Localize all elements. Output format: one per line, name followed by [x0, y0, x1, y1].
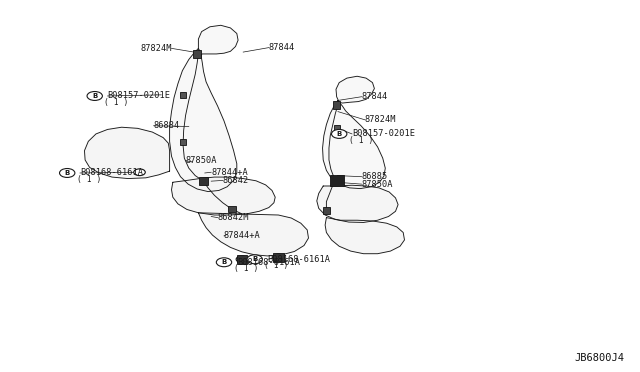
Polygon shape — [170, 48, 237, 192]
Text: JB6800J4: JB6800J4 — [574, 353, 624, 363]
Polygon shape — [172, 177, 275, 215]
Circle shape — [216, 258, 232, 267]
Text: ( 1 ): ( 1 ) — [234, 264, 258, 273]
Text: 86842: 86842 — [223, 176, 249, 185]
Text: B08168-6161A: B08168-6161A — [80, 169, 143, 177]
Text: B08168-6161A: B08168-6161A — [268, 255, 330, 264]
Text: ( 1 ): ( 1 ) — [77, 175, 101, 184]
Polygon shape — [198, 213, 308, 256]
Circle shape — [60, 169, 75, 177]
Text: ( 1 ): ( 1 ) — [349, 136, 373, 145]
Circle shape — [273, 254, 284, 261]
Polygon shape — [336, 76, 374, 103]
Text: 87844: 87844 — [269, 43, 295, 52]
Bar — [193, 50, 201, 58]
Text: B: B — [92, 93, 97, 99]
Text: 87850A: 87850A — [186, 156, 217, 165]
Circle shape — [332, 129, 347, 138]
Polygon shape — [325, 218, 404, 254]
Text: 86884: 86884 — [154, 121, 180, 130]
Text: B: B — [221, 259, 227, 265]
Text: B08157-0201E: B08157-0201E — [352, 129, 415, 138]
Bar — [199, 177, 208, 185]
Circle shape — [87, 92, 102, 100]
Text: 87844+A: 87844+A — [211, 168, 248, 177]
Polygon shape — [317, 185, 398, 222]
Polygon shape — [323, 100, 385, 189]
Text: ( 1 ): ( 1 ) — [104, 98, 129, 107]
Bar — [323, 207, 330, 214]
Text: 87850A: 87850A — [362, 180, 393, 189]
Text: B: B — [337, 131, 342, 137]
Text: 86885: 86885 — [362, 172, 388, 181]
Bar — [237, 254, 247, 264]
Bar — [273, 253, 284, 262]
Text: 87824M: 87824M — [365, 115, 396, 124]
Circle shape — [236, 256, 248, 263]
Bar — [330, 175, 344, 186]
Text: B08157-0201E: B08157-0201E — [108, 92, 170, 100]
Polygon shape — [84, 127, 170, 179]
Bar — [334, 125, 340, 131]
Text: ( 1 ): ( 1 ) — [264, 262, 289, 270]
Text: 87844: 87844 — [362, 92, 388, 101]
Bar — [180, 92, 186, 98]
Text: 87824M: 87824M — [140, 44, 172, 53]
Text: B: B — [252, 256, 257, 262]
Bar — [180, 139, 186, 145]
Text: 86842M: 86842M — [218, 213, 249, 222]
Text: B08168-6161A: B08168-6161A — [237, 258, 300, 267]
Text: B: B — [65, 170, 70, 176]
Polygon shape — [198, 25, 238, 55]
Circle shape — [247, 255, 262, 264]
Circle shape — [134, 169, 145, 176]
Bar — [228, 206, 236, 212]
Text: 87844+A: 87844+A — [224, 231, 260, 240]
Bar — [333, 101, 340, 109]
